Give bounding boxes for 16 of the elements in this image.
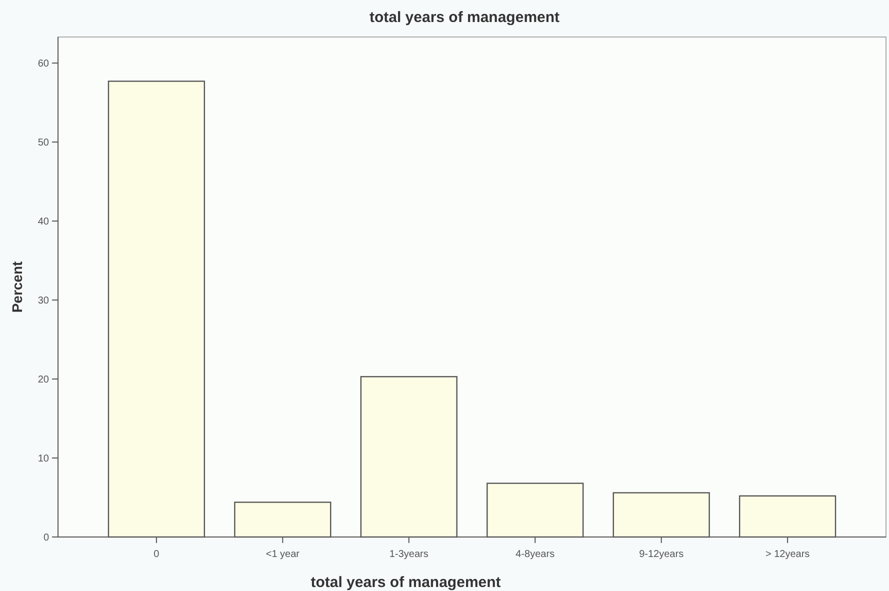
y-tick-label: 10 bbox=[38, 454, 50, 465]
x-tick-label: <1 year bbox=[266, 549, 300, 560]
y-tick-label: 60 bbox=[38, 58, 50, 70]
y-tick-label: 0 bbox=[43, 532, 50, 544]
x-tick-label: 9-12years bbox=[639, 549, 684, 560]
y-tick-label: 50 bbox=[38, 138, 50, 149]
x-tick-label: 1-3years bbox=[389, 549, 428, 560]
x-tick-label: > 12years bbox=[765, 549, 810, 560]
y-tick-label: 30 bbox=[38, 296, 50, 307]
x-tick-label: 0 bbox=[154, 549, 160, 560]
y-tick-label: 20 bbox=[38, 374, 50, 386]
x-axis-title: total years of management bbox=[310, 574, 501, 591]
x-tick-label: 4-8years bbox=[516, 549, 555, 560]
y-axis-title: Percent bbox=[9, 260, 25, 313]
y-tick-label: 40 bbox=[38, 216, 50, 228]
chart-title: total years of management bbox=[369, 9, 560, 26]
